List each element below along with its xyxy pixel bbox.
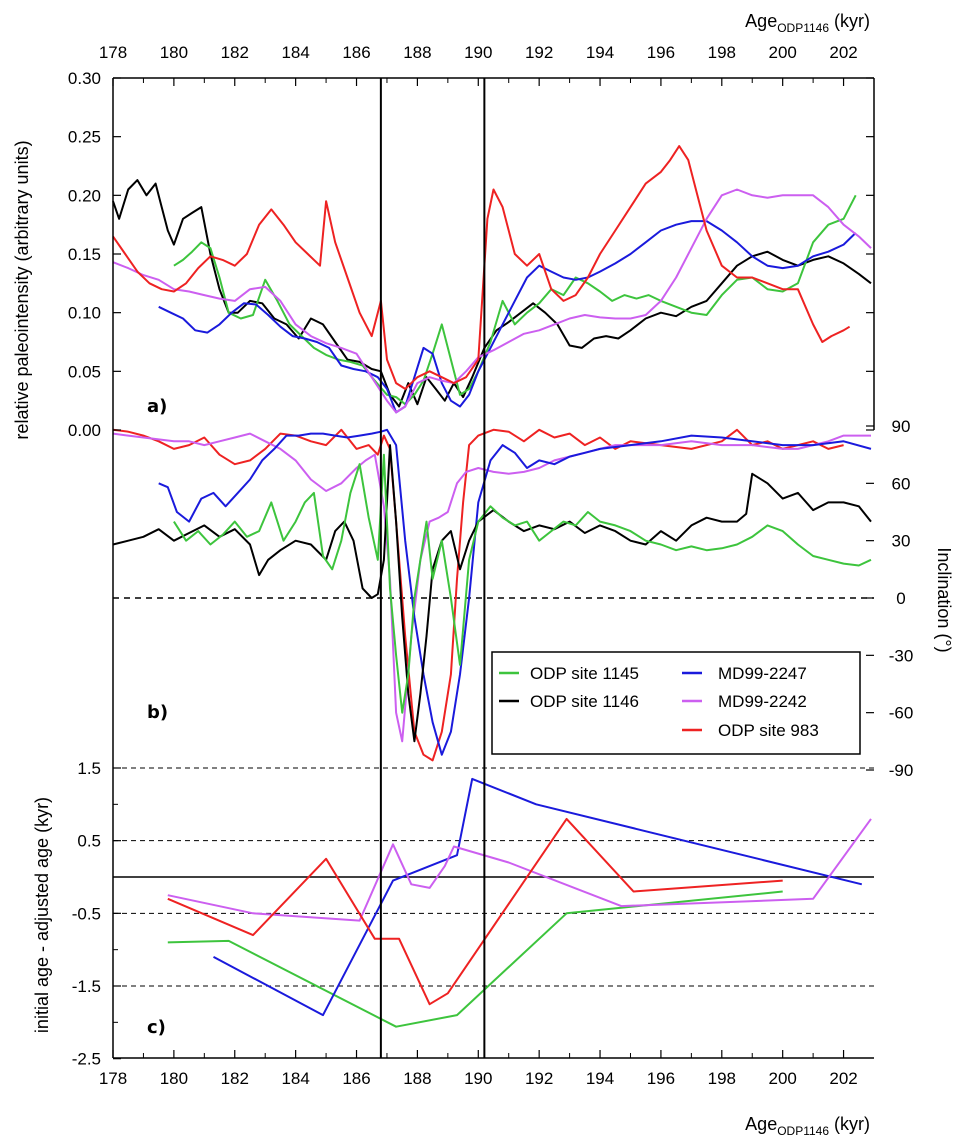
panel-a-y-axis-title: relative paleointensity (arbitrary units… [12, 140, 32, 439]
top-x-tick-label: 192 [525, 43, 553, 62]
panel-b-y-tick-label: 60 [892, 474, 911, 493]
panel-a-y-tick-label: 0.00 [68, 421, 101, 440]
panel-b-y-axis-title: Inclination (°) [934, 547, 954, 652]
panel-c-y-tick-label: 1.5 [77, 759, 101, 778]
top-x-tick-label: 188 [403, 43, 431, 62]
bottom-x-tick-label: 202 [829, 1069, 857, 1088]
bottom-x-tick-label: 200 [768, 1069, 796, 1088]
panel-b-label: b) [147, 702, 168, 723]
panel-a-y-tick-label: 0.15 [68, 245, 101, 264]
panel-c-gridlines [113, 767, 874, 987]
panel-a-series-md99-2242 [112, 188, 872, 414]
legend-box [491, 651, 861, 755]
top-x-tick-label: 198 [708, 43, 736, 62]
top-x-tick-label: 178 [99, 43, 127, 62]
plot-frame [112, 77, 875, 1059]
panel-b-series-md99-2242 [112, 432, 871, 743]
panel-a-y-tick-label: 0.05 [68, 362, 101, 381]
panel-b-series-md99-2247 [158, 428, 872, 756]
panel-c-series-odp-site-983 [167, 817, 783, 1006]
legend-label-md99-2247: MD99-2247 [718, 664, 807, 683]
panel-c-y-tick-label: -0.5 [72, 904, 101, 923]
bottom-x-tick-label: 188 [403, 1069, 431, 1088]
top-x-tick-label: 200 [768, 43, 796, 62]
panel-c-y-axis-title: initial age - adjusted age (kyr) [32, 797, 52, 1033]
bottom-x-tick-label: 182 [221, 1069, 249, 1088]
legend-label-md99-2242: MD99-2242 [718, 692, 807, 711]
top-x-tick-label: 186 [342, 43, 370, 62]
panel-b-y-tick-label: -30 [889, 646, 914, 665]
top-x-tick-label: 196 [647, 43, 675, 62]
panel-b-series-odp-site-1145 [173, 453, 872, 714]
legend-label-odp-1146: ODP site 1146 [530, 692, 639, 711]
panel-a-label: a) [147, 396, 167, 417]
panel-a-series-md99-2247 [158, 220, 857, 414]
bottom-x-tick-label: 186 [342, 1069, 370, 1088]
panel-c-y-tick-label: -1.5 [72, 977, 101, 996]
panel-c-series-odp-site-1145 [167, 890, 783, 1028]
panel-b-y-tick-label: -90 [889, 761, 914, 780]
top-x-tick-label: 202 [829, 43, 857, 62]
panel-a-y-tick-label: 0.10 [68, 304, 101, 323]
top-x-tick-label: 190 [464, 43, 492, 62]
top-x-tick-label: 180 [160, 43, 188, 62]
top-x-tick-label: 184 [281, 43, 309, 62]
bottom-x-tick-label: 178 [99, 1069, 127, 1088]
panel-a-y-tick-label: 0.25 [68, 128, 101, 147]
bottom-x-tick-label: 196 [647, 1069, 675, 1088]
panel-b-y-tick-label: -60 [889, 704, 914, 723]
top-x-tick-label: 194 [586, 43, 614, 62]
bottom-x-tick-label: 180 [160, 1069, 188, 1088]
panel-b-series-odp-site-983 [112, 428, 844, 762]
panel-c-series-md99-2242 [167, 818, 872, 922]
panel-c-series-md99-2247 [213, 777, 863, 1017]
bottom-x-tick-label: 194 [586, 1069, 614, 1088]
bottom-x-tick-label: 192 [525, 1069, 553, 1088]
panel-a-series-odp-site-983 [112, 145, 851, 390]
legend-label-odp-1145: ODP site 1145 [530, 664, 639, 683]
bottom-x-axis-title: AgeODP1146 (kyr) [745, 1114, 870, 1138]
panel-a-series-odp-site-1145 [173, 194, 857, 406]
panel-a-series-odp-site-1146 [112, 179, 872, 408]
bottom-x-tick-label: 198 [708, 1069, 736, 1088]
series-layer [112, 145, 872, 1028]
top-x-axis-title: AgeODP1146 (kyr) [745, 11, 870, 35]
panel-c-y-tick-label: -2.5 [72, 1050, 101, 1069]
panel-b-y-tick-label: 90 [892, 417, 911, 436]
axis-ticks: 178 178 180 180 182 182 184 184 186 186 188 188 190 1… [68, 43, 913, 1088]
top-x-tick-label: 182 [221, 43, 249, 62]
bottom-x-tick-label: 190 [464, 1069, 492, 1088]
panel-c-y-tick-label: 0.5 [77, 832, 101, 851]
legend-label-odp-983: ODP site 983 [718, 721, 819, 740]
bottom-x-tick-label: 184 [281, 1069, 309, 1088]
panel-b-y-tick-label: 30 [892, 532, 911, 551]
panel-c-label: c) [147, 1017, 166, 1038]
panel-b-y-tick-label: 0 [896, 589, 905, 608]
panel-a-y-tick-label: 0.30 [68, 69, 101, 88]
panel-a-y-tick-label: 0.20 [68, 186, 101, 205]
legend: ODP site 1145 ODP site 1146 MD99-2247 MD… [491, 651, 861, 755]
